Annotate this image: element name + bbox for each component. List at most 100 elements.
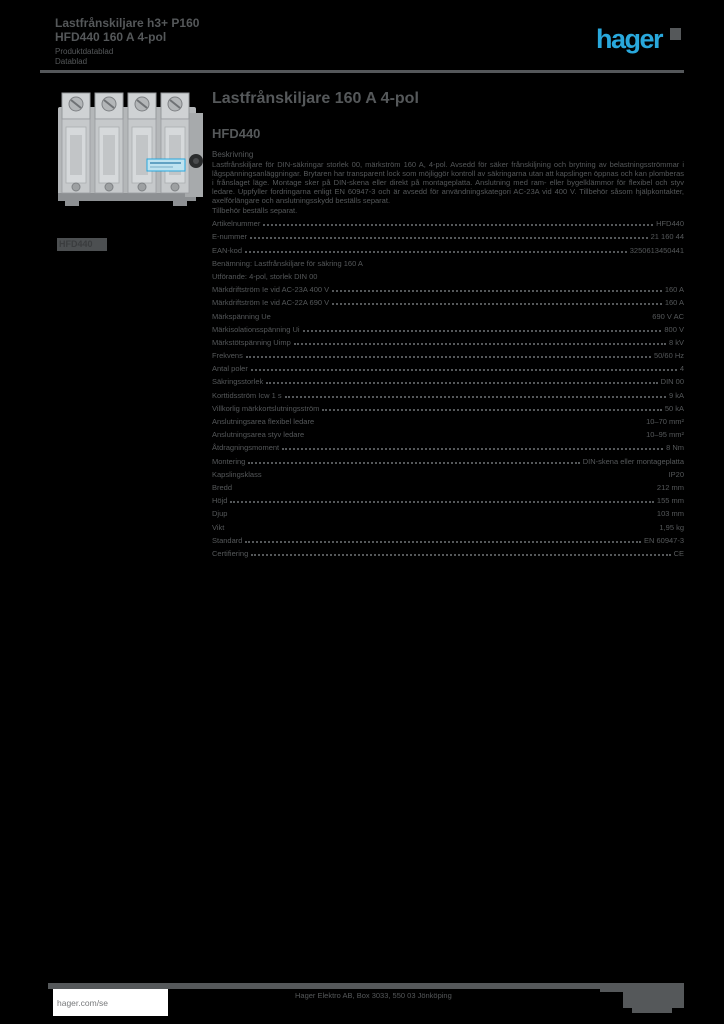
spec-value: 21 160 44 [650,232,684,242]
header-sub-line1: Produktdatablad [55,47,114,56]
spec-label: Artikelnummer [212,219,261,229]
spec-value: DIN-skena eller montageplatta [582,456,684,466]
footer-divider [48,983,684,989]
spec-value: 690 V AC [652,311,684,321]
spec-value: EN 60947-3 [643,535,684,545]
spec-row: Kapslingsklass IP20 [212,466,684,479]
spec-label: Bredd [212,482,233,492]
spec-row: Frekvens 50/60 Hz [212,347,684,360]
spec-row: Märkstötspänning Uimp 8 kV [212,334,684,347]
dotted-leader [250,369,677,372]
spec-label: Benämning: Lastfrånskiljare för säkring … [212,258,363,268]
dotted-leader [248,461,580,464]
dotted-leader [245,250,627,253]
switch-disconnector-image [58,92,203,206]
spec-row: Märkdriftström Ie vid AC-23A 400 V 160 A [212,281,684,294]
footer-website-link[interactable]: hager.com/se [57,998,109,1008]
spec-row: Märkdriftström Ie vid AC-22A 690 V 160 A [212,294,684,307]
spec-value: 1,95 kg [659,522,684,532]
spec-row: Säkringsstorlek DIN 00 [212,373,684,386]
spec-row: Antal poler 4 [212,360,684,373]
dotted-leader [302,329,662,332]
spec-label: EAN-kod [212,245,243,255]
dotted-leader [245,540,641,543]
spec-value: 800 V [664,324,684,334]
spec-row: Åtdragningsmoment 8 Nm [212,439,684,452]
spec-row: Anslutningsarea styv ledare 10–95 mm² [212,426,684,439]
dotted-leader [263,224,654,227]
spec-value: 8 kV [668,337,684,347]
spec-label: E-nummer [212,232,248,242]
product-title: Lastfrånskiljare 160 A 4-pol [212,90,419,107]
hager-logo: hager [596,24,664,54]
spec-label: Märkdriftström Ie vid AC-23A 400 V [212,285,330,295]
dotted-leader [250,237,648,240]
spec-row: EAN-kod 3250613450441 [212,241,684,255]
spec-row: Vikt 1,95 kg [212,518,684,532]
dotted-leader [230,501,654,504]
spec-value: 3250613450441 [629,245,684,255]
spec-row: Montering DIN-skena eller montageplatta [212,452,684,466]
spec-label: Kapslingsklass [212,469,262,479]
dotted-leader [266,382,658,385]
spec-table: Artikelnummer HFD440 E-nummer 21 160 44 … [212,215,684,558]
spec-row: Märkisolationsspänning Ui 800 V [212,321,684,334]
header-sub-line2: Datablad [55,57,88,66]
document-header: Lastfrånskiljare h3+ P160 HFD440 160 A 4… [55,16,199,67]
spec-value: 155 mm [656,496,684,506]
header-divider [40,70,684,73]
spec-label: Märkdriftström Ie vid AC-22A 690 V [212,298,330,308]
spec-row: Korttidsström Icw 1 s 9 kA [212,386,684,400]
spec-row: Bredd 212 mm [212,479,684,492]
dotted-leader [293,342,666,345]
spec-label: Märkisolationsspänning Ui [212,324,300,334]
spec-label: Säkringsstorlek [212,377,264,387]
header-title-line1: Lastfrånskiljare h3+ P160 [55,16,200,30]
spec-row: Utförande: 4-pol, storlek DIN 00 [212,268,684,281]
spec-value: IP20 [668,469,684,479]
spec-label: Antal poler [212,364,248,374]
spec-label: Certifiering [212,548,249,558]
spec-row: Standard EN 60947-3 [212,532,684,545]
spec-row: Höjd 155 mm [212,492,684,505]
dotted-leader [251,553,671,556]
description-label: Beskrivning [212,150,254,159]
spec-label: Utförande: 4-pol, storlek DIN 00 [212,271,318,281]
spec-label: Märkstötspänning Uimp [212,337,291,347]
spec-row: Märkspänning Ue 690 V AC [212,307,684,321]
footer-company-line: Hager Elektro AB, Box 3033, 550 03 Jönkö… [295,991,452,1000]
spec-label: Montering [212,456,246,466]
product-description: Lastfrånskiljare för DIN-säkringar storl… [212,160,684,205]
spec-row: Anslutningsarea flexibel ledare 10–70 mm… [212,413,684,426]
spec-row: E-nummer 21 160 44 [212,228,684,241]
spec-label: Vikt [212,522,225,532]
dotted-leader [284,395,666,398]
spec-value: 212 mm [656,482,684,492]
dotted-leader [332,290,662,293]
footer-right-block-middle [623,992,684,1008]
spec-value: 50 kA [664,403,684,413]
spec-row: Artikelnummer HFD440 [212,215,684,228]
spec-label: Djup [212,509,228,519]
spec-label: Höjd [212,496,228,506]
spec-label: Standard [212,535,243,545]
spec-value: CE [673,548,684,558]
product-reference: HFD440 [212,126,261,141]
dotted-leader [245,356,651,359]
logo-corner-block [670,28,681,40]
dotted-leader [322,408,662,411]
header-title-line2: HFD440 160 A 4-pol [55,30,167,44]
photo-caption: HFD440 [57,238,107,251]
spec-value: 8 Nm [666,443,684,453]
spec-value: 9 kA [668,390,684,400]
spec-value: 50/60 Hz [653,351,684,361]
footer-website-box: hager.com/se [53,989,168,1016]
spec-value: 160 A [664,285,684,295]
product-photo [55,85,210,215]
accessories-note: Tillbehör beställs separat. [212,206,298,215]
spec-label: Åtdragningsmoment [212,443,280,453]
spec-row: Certifiering CE [212,545,684,558]
footer-right-block-top [600,984,684,992]
spec-value: DIN 00 [660,377,684,387]
spec-value: 4 [679,364,684,374]
